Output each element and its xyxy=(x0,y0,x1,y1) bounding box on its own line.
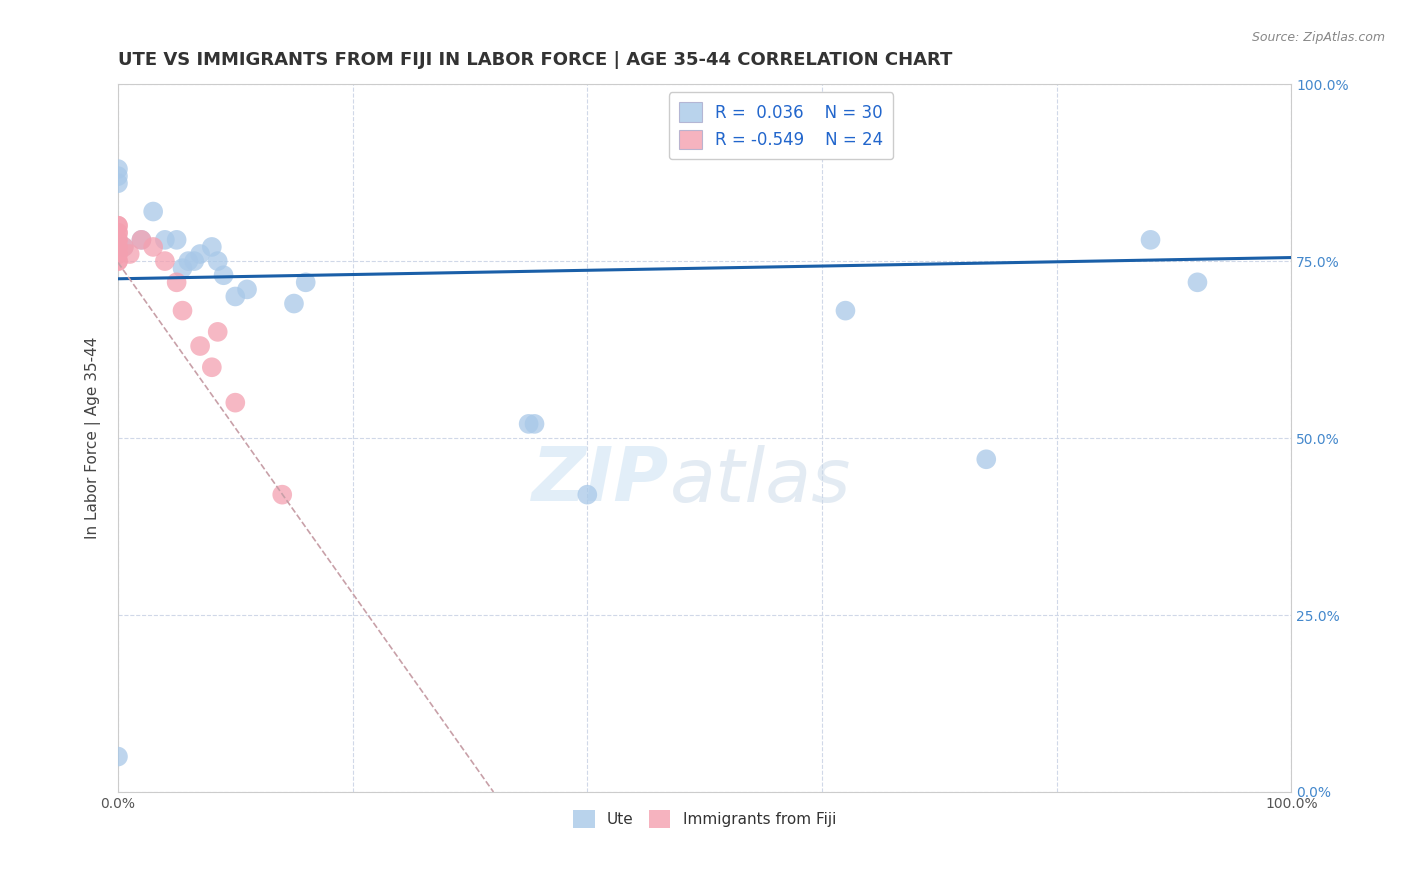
Point xyxy=(107,162,129,177)
Point xyxy=(112,240,135,254)
Point xyxy=(142,240,165,254)
Text: ZIP: ZIP xyxy=(533,444,669,517)
Point xyxy=(224,395,246,409)
Text: Source: ZipAtlas.com: Source: ZipAtlas.com xyxy=(1251,31,1385,45)
Text: UTE VS IMMIGRANTS FROM FIJI IN LABOR FORCE | AGE 35-44 CORRELATION CHART: UTE VS IMMIGRANTS FROM FIJI IN LABOR FOR… xyxy=(118,51,952,69)
Point xyxy=(224,289,246,303)
Point xyxy=(153,233,176,247)
Point xyxy=(576,488,599,502)
Point xyxy=(107,226,129,240)
Point xyxy=(107,169,129,183)
Point xyxy=(207,254,229,268)
Point xyxy=(131,233,153,247)
Point xyxy=(212,268,235,283)
Point xyxy=(283,296,305,310)
Point xyxy=(1187,276,1209,290)
Point xyxy=(107,254,129,268)
Point xyxy=(153,254,176,268)
Point xyxy=(107,240,129,254)
Point xyxy=(142,204,165,219)
Point xyxy=(107,219,129,233)
Point xyxy=(107,219,129,233)
Point xyxy=(974,452,997,467)
Text: atlas: atlas xyxy=(669,444,851,516)
Point xyxy=(172,303,194,318)
Point xyxy=(271,488,294,502)
Point xyxy=(188,247,211,261)
Point xyxy=(166,276,188,290)
Point xyxy=(107,233,129,247)
Point xyxy=(172,261,194,276)
Point xyxy=(131,233,153,247)
Point xyxy=(188,339,211,353)
Point xyxy=(517,417,540,431)
Point xyxy=(107,254,129,268)
Point xyxy=(177,254,200,268)
Point xyxy=(1139,233,1161,247)
Point xyxy=(107,749,129,764)
Point xyxy=(107,233,129,247)
Point xyxy=(201,240,224,254)
Point xyxy=(112,240,135,254)
Point xyxy=(236,282,259,296)
Point xyxy=(523,417,546,431)
Point xyxy=(201,360,224,375)
Point xyxy=(107,240,129,254)
Point xyxy=(834,303,856,318)
Y-axis label: In Labor Force | Age 35-44: In Labor Force | Age 35-44 xyxy=(86,337,101,540)
Point xyxy=(207,325,229,339)
Point xyxy=(183,254,205,268)
Point xyxy=(166,233,188,247)
Point xyxy=(107,247,129,261)
Point xyxy=(294,276,316,290)
Point xyxy=(107,176,129,190)
Point xyxy=(107,226,129,240)
Point xyxy=(118,247,141,261)
Point xyxy=(107,247,129,261)
Legend: Ute, Immigrants from Fiji: Ute, Immigrants from Fiji xyxy=(567,804,842,834)
